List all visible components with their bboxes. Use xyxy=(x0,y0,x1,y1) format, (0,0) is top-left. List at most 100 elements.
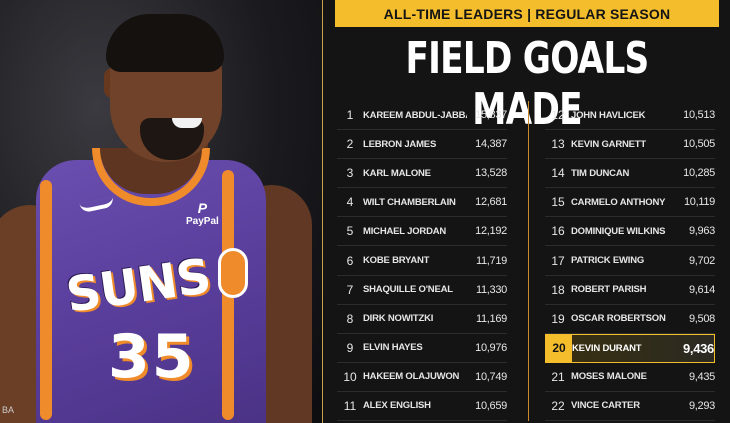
leader-value: 10,976 xyxy=(475,341,507,354)
leader-name: KARL MALONE xyxy=(363,167,431,179)
leader-value: 11,169 xyxy=(475,312,507,325)
leader-rank: 2 xyxy=(346,137,354,152)
leader-value: 9,508 xyxy=(688,312,715,325)
leader-name: KEVIN GARNETT xyxy=(571,138,646,150)
leader-row: 3 KARL MALONE 13,528 xyxy=(337,159,507,189)
player-photo: P PayPal SUNS 35 BA xyxy=(0,0,322,423)
leaders-column-left: 1 KAREEM ABDUL-JABBAR 15,837 2 LEBRON JAMES 1… xyxy=(337,101,507,422)
player-smile xyxy=(172,118,202,128)
paypal-icon: P xyxy=(197,200,208,216)
leader-rank: 7 xyxy=(346,282,354,297)
leader-rank: 22 xyxy=(551,398,565,413)
leader-row: 19 OSCAR ROBERTSON 9,508 xyxy=(545,305,715,334)
leader-name: SHAQUILLE O'NEAL xyxy=(363,284,453,296)
jersey-number: 35 xyxy=(108,322,196,392)
leader-name: JOHN HAVLICEK xyxy=(571,109,646,121)
leader-name: TIM DUNCAN xyxy=(571,167,630,179)
leader-rank: 4 xyxy=(346,195,354,210)
leader-name: HAKEEM OLAJUWON xyxy=(363,371,460,383)
photo-credit: BA xyxy=(2,405,15,415)
leader-rank: 10 xyxy=(343,369,357,384)
leader-value: 15,837 xyxy=(475,109,507,122)
leader-row: 11 ALEX ENGLISH 10,659 xyxy=(337,392,507,422)
leader-row: 5 MICHAEL JORDAN 12,192 xyxy=(337,217,507,247)
banner-text: ALL-TIME LEADERS | REGULAR SEASON xyxy=(383,5,671,22)
leader-name: ALEX ENGLISH xyxy=(363,400,431,412)
leader-rank: 20 xyxy=(546,334,572,362)
leader-name: LEBRON JAMES xyxy=(363,138,437,150)
leader-row: 1 KAREEM ABDUL-JABBAR 15,837 xyxy=(337,101,507,131)
leader-rank: 18 xyxy=(551,282,565,297)
leader-name: ROBERT PARISH xyxy=(571,284,647,296)
leader-value: 10,513 xyxy=(683,109,715,122)
leader-row: 16 DOMINIQUE WILKINS 9,963 xyxy=(545,217,715,247)
leader-name: KOBE BRYANT xyxy=(363,255,430,267)
leader-row: 10 HAKEEM OLAJUWON 10,749 xyxy=(337,363,507,392)
leader-row: 9 ELVIN HAYES 10,976 xyxy=(337,334,507,363)
leader-value: 13,528 xyxy=(475,167,507,180)
leader-value: 9,436 xyxy=(682,340,714,356)
leader-value: 10,119 xyxy=(683,196,715,209)
leader-row: 20 KEVIN DURANT 9,436 xyxy=(545,333,715,363)
leader-row: 22 VINCE CARTER 9,293 xyxy=(545,392,715,422)
leader-rank: 17 xyxy=(551,253,565,268)
leader-value: 10,659 xyxy=(475,399,507,412)
leader-name: KAREEM ABDUL-JABBAR xyxy=(363,109,467,121)
leader-row: 7 SHAQUILLE O'NEAL 11,330 xyxy=(337,276,507,305)
leader-value: 9,702 xyxy=(688,254,715,267)
leader-value: 11,330 xyxy=(475,283,507,296)
leader-rank: 8 xyxy=(346,311,354,326)
leader-value: 10,749 xyxy=(475,370,507,383)
leader-value: 12,681 xyxy=(475,196,507,209)
leader-value: 9,963 xyxy=(688,225,715,238)
leader-value: 9,435 xyxy=(688,370,715,383)
leader-row: 12 JOHN HAVLICEK 10,513 xyxy=(545,101,715,131)
leader-value: 10,505 xyxy=(683,138,715,151)
column-divider xyxy=(528,101,529,421)
leader-value: 14,387 xyxy=(475,138,507,151)
leader-row: 15 CARMELO ANTHONY 10,119 xyxy=(545,188,715,218)
leader-value: 12,192 xyxy=(475,225,507,238)
leader-name: MICHAEL JORDAN xyxy=(363,225,447,237)
leader-row: 14 TIM DUNCAN 10,285 xyxy=(545,159,715,189)
leader-row: 17 PATRICK EWING 9,702 xyxy=(545,246,715,276)
leader-rank: 1 xyxy=(346,108,354,123)
leader-rank: 14 xyxy=(551,166,565,181)
leader-rank: 5 xyxy=(346,224,354,239)
leader-name: ELVIN HAYES xyxy=(363,342,423,354)
leader-rank: 19 xyxy=(551,311,565,326)
leader-row: 4 WILT CHAMBERLAIN 12,681 xyxy=(337,188,507,218)
leader-row: 13 KEVIN GARNETT 10,505 xyxy=(545,130,715,160)
leader-row: 2 LEBRON JAMES 14,387 xyxy=(337,130,507,160)
page-title: FIELD GOALS MADE xyxy=(405,33,650,135)
jersey-sponsor: P PayPal xyxy=(186,200,219,227)
leader-rank: 15 xyxy=(551,195,565,210)
basketball-graphic-icon xyxy=(218,248,248,298)
player-hair xyxy=(106,14,224,72)
jersey-trim-left xyxy=(40,180,52,420)
leader-rank: 11 xyxy=(343,398,357,413)
leader-rank: 21 xyxy=(551,369,565,384)
leader-rank: 3 xyxy=(346,166,354,181)
leader-name: DOMINIQUE WILKINS xyxy=(571,225,666,237)
leader-rank: 13 xyxy=(551,137,565,152)
leader-rank: 9 xyxy=(346,340,354,355)
leader-name: CARMELO ANTHONY xyxy=(571,196,666,208)
leader-value: 9,293 xyxy=(688,399,715,412)
leader-row: 8 DIRK NOWITZKI 11,169 xyxy=(337,305,507,334)
leader-rank: 16 xyxy=(551,224,565,239)
leader-name: DIRK NOWITZKI xyxy=(363,313,434,325)
leader-name: VINCE CARTER xyxy=(571,400,640,412)
leader-value: 9,614 xyxy=(688,283,715,296)
leader-name: OSCAR ROBERTSON xyxy=(571,313,666,325)
leader-row: 6 KOBE BRYANT 11,719 xyxy=(337,246,507,276)
leader-row: 21 MOSES MALONE 9,435 xyxy=(545,363,715,392)
leader-name: WILT CHAMBERLAIN xyxy=(363,196,456,208)
leader-rank: 12 xyxy=(551,108,565,123)
leader-name: KEVIN DURANT xyxy=(572,342,642,354)
category-banner: ALL-TIME LEADERS | REGULAR SEASON xyxy=(335,0,719,27)
leader-row: 18 ROBERT PARISH 9,614 xyxy=(545,276,715,305)
leader-value: 10,285 xyxy=(683,167,715,180)
sponsor-label: PayPal xyxy=(186,216,219,227)
leader-name: MOSES MALONE xyxy=(571,371,647,383)
